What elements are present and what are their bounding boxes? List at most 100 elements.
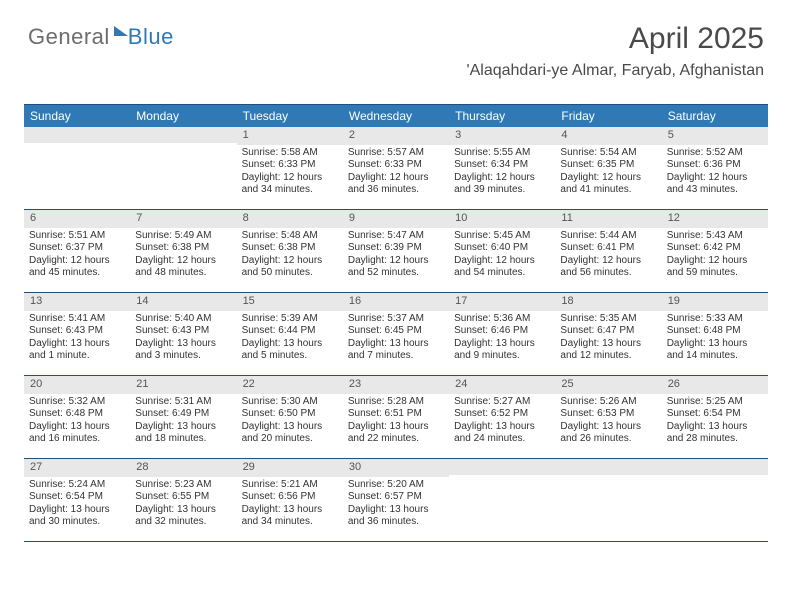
sunrise-text: Sunrise: 5:30 AM — [242, 396, 338, 409]
daylight-text-1: Daylight: 13 hours — [242, 504, 338, 517]
sunrise-text: Sunrise: 5:35 AM — [560, 313, 656, 326]
weekday-header: Monday — [130, 105, 236, 127]
day-body — [449, 475, 555, 481]
daylight-text-2: and 56 minutes. — [560, 267, 656, 280]
day-cell: 14Sunrise: 5:40 AMSunset: 6:43 PMDayligh… — [130, 293, 236, 375]
day-body: Sunrise: 5:58 AMSunset: 6:33 PMDaylight:… — [237, 145, 343, 201]
sunrise-text: Sunrise: 5:44 AM — [560, 230, 656, 243]
daylight-text-1: Daylight: 13 hours — [560, 421, 656, 434]
day-body: Sunrise: 5:32 AMSunset: 6:48 PMDaylight:… — [24, 394, 130, 450]
day-cell — [130, 127, 236, 209]
location-subtitle: 'Alaqahdari-ye Almar, Faryab, Afghanista… — [467, 62, 764, 80]
daylight-text-2: and 7 minutes. — [348, 350, 444, 363]
day-cell: 21Sunrise: 5:31 AMSunset: 6:49 PMDayligh… — [130, 376, 236, 458]
daylight-text-1: Daylight: 12 hours — [242, 255, 338, 268]
sunrise-text: Sunrise: 5:23 AM — [135, 479, 231, 492]
day-number: 25 — [555, 376, 661, 394]
daylight-text-1: Daylight: 13 hours — [454, 421, 550, 434]
daylight-text-1: Daylight: 12 hours — [560, 255, 656, 268]
day-body: Sunrise: 5:55 AMSunset: 6:34 PMDaylight:… — [449, 145, 555, 201]
day-number — [449, 459, 555, 475]
logo-triangle-icon — [114, 26, 128, 36]
day-number: 22 — [237, 376, 343, 394]
daylight-text-1: Daylight: 12 hours — [454, 172, 550, 185]
sunset-text: Sunset: 6:33 PM — [348, 159, 444, 172]
sunset-text: Sunset: 6:36 PM — [667, 159, 763, 172]
daylight-text-2: and 1 minute. — [29, 350, 125, 363]
sunrise-text: Sunrise: 5:36 AM — [454, 313, 550, 326]
daylight-text-2: and 9 minutes. — [454, 350, 550, 363]
day-body: Sunrise: 5:41 AMSunset: 6:43 PMDaylight:… — [24, 311, 130, 367]
week-row: 1Sunrise: 5:58 AMSunset: 6:33 PMDaylight… — [24, 127, 768, 210]
daylight-text-2: and 54 minutes. — [454, 267, 550, 280]
daylight-text-2: and 28 minutes. — [667, 433, 763, 446]
sunrise-text: Sunrise: 5:52 AM — [667, 147, 763, 160]
day-cell: 5Sunrise: 5:52 AMSunset: 6:36 PMDaylight… — [662, 127, 768, 209]
sunrise-text: Sunrise: 5:40 AM — [135, 313, 231, 326]
header: April 2025 'Alaqahdari-ye Almar, Faryab,… — [467, 22, 764, 80]
sunset-text: Sunset: 6:38 PM — [242, 242, 338, 255]
week-row: 20Sunrise: 5:32 AMSunset: 6:48 PMDayligh… — [24, 376, 768, 459]
daylight-text-2: and 3 minutes. — [135, 350, 231, 363]
day-body: Sunrise: 5:37 AMSunset: 6:45 PMDaylight:… — [343, 311, 449, 367]
daylight-text-2: and 39 minutes. — [454, 184, 550, 197]
sunset-text: Sunset: 6:45 PM — [348, 325, 444, 338]
day-cell — [449, 459, 555, 541]
day-cell: 24Sunrise: 5:27 AMSunset: 6:52 PMDayligh… — [449, 376, 555, 458]
day-cell — [24, 127, 130, 209]
day-body — [24, 143, 130, 149]
daylight-text-2: and 22 minutes. — [348, 433, 444, 446]
day-number: 27 — [24, 459, 130, 477]
day-cell: 19Sunrise: 5:33 AMSunset: 6:48 PMDayligh… — [662, 293, 768, 375]
sunset-text: Sunset: 6:48 PM — [29, 408, 125, 421]
day-body: Sunrise: 5:27 AMSunset: 6:52 PMDaylight:… — [449, 394, 555, 450]
day-number: 23 — [343, 376, 449, 394]
calendar-weeks: 1Sunrise: 5:58 AMSunset: 6:33 PMDaylight… — [24, 127, 768, 542]
day-body: Sunrise: 5:51 AMSunset: 6:37 PMDaylight:… — [24, 228, 130, 284]
weekday-header: Friday — [555, 105, 661, 127]
sunset-text: Sunset: 6:50 PM — [242, 408, 338, 421]
day-cell: 3Sunrise: 5:55 AMSunset: 6:34 PMDaylight… — [449, 127, 555, 209]
sunset-text: Sunset: 6:46 PM — [454, 325, 550, 338]
daylight-text-2: and 16 minutes. — [29, 433, 125, 446]
daylight-text-1: Daylight: 12 hours — [667, 172, 763, 185]
sunset-text: Sunset: 6:49 PM — [135, 408, 231, 421]
day-cell: 1Sunrise: 5:58 AMSunset: 6:33 PMDaylight… — [237, 127, 343, 209]
day-cell: 13Sunrise: 5:41 AMSunset: 6:43 PMDayligh… — [24, 293, 130, 375]
daylight-text-2: and 18 minutes. — [135, 433, 231, 446]
day-body: Sunrise: 5:20 AMSunset: 6:57 PMDaylight:… — [343, 477, 449, 533]
daylight-text-2: and 48 minutes. — [135, 267, 231, 280]
day-number: 12 — [662, 210, 768, 228]
sunset-text: Sunset: 6:41 PM — [560, 242, 656, 255]
sunset-text: Sunset: 6:44 PM — [242, 325, 338, 338]
sunrise-text: Sunrise: 5:51 AM — [29, 230, 125, 243]
sunset-text: Sunset: 6:56 PM — [242, 491, 338, 504]
day-cell: 10Sunrise: 5:45 AMSunset: 6:40 PMDayligh… — [449, 210, 555, 292]
day-cell — [662, 459, 768, 541]
day-number: 2 — [343, 127, 449, 145]
sunrise-text: Sunrise: 5:57 AM — [348, 147, 444, 160]
day-body: Sunrise: 5:49 AMSunset: 6:38 PMDaylight:… — [130, 228, 236, 284]
daylight-text-1: Daylight: 13 hours — [242, 338, 338, 351]
daylight-text-1: Daylight: 13 hours — [667, 338, 763, 351]
sunrise-text: Sunrise: 5:33 AM — [667, 313, 763, 326]
day-body: Sunrise: 5:26 AMSunset: 6:53 PMDaylight:… — [555, 394, 661, 450]
weekday-header: Tuesday — [237, 105, 343, 127]
daylight-text-1: Daylight: 13 hours — [135, 504, 231, 517]
day-cell: 11Sunrise: 5:44 AMSunset: 6:41 PMDayligh… — [555, 210, 661, 292]
weekday-header: Wednesday — [343, 105, 449, 127]
day-cell: 30Sunrise: 5:20 AMSunset: 6:57 PMDayligh… — [343, 459, 449, 541]
sunrise-text: Sunrise: 5:47 AM — [348, 230, 444, 243]
sunset-text: Sunset: 6:54 PM — [29, 491, 125, 504]
day-body: Sunrise: 5:57 AMSunset: 6:33 PMDaylight:… — [343, 145, 449, 201]
day-number: 15 — [237, 293, 343, 311]
day-body: Sunrise: 5:28 AMSunset: 6:51 PMDaylight:… — [343, 394, 449, 450]
daylight-text-1: Daylight: 12 hours — [348, 255, 444, 268]
day-body: Sunrise: 5:40 AMSunset: 6:43 PMDaylight:… — [130, 311, 236, 367]
daylight-text-1: Daylight: 12 hours — [135, 255, 231, 268]
day-cell: 20Sunrise: 5:32 AMSunset: 6:48 PMDayligh… — [24, 376, 130, 458]
week-row: 6Sunrise: 5:51 AMSunset: 6:37 PMDaylight… — [24, 210, 768, 293]
sunset-text: Sunset: 6:48 PM — [667, 325, 763, 338]
sunset-text: Sunset: 6:42 PM — [667, 242, 763, 255]
day-number: 24 — [449, 376, 555, 394]
